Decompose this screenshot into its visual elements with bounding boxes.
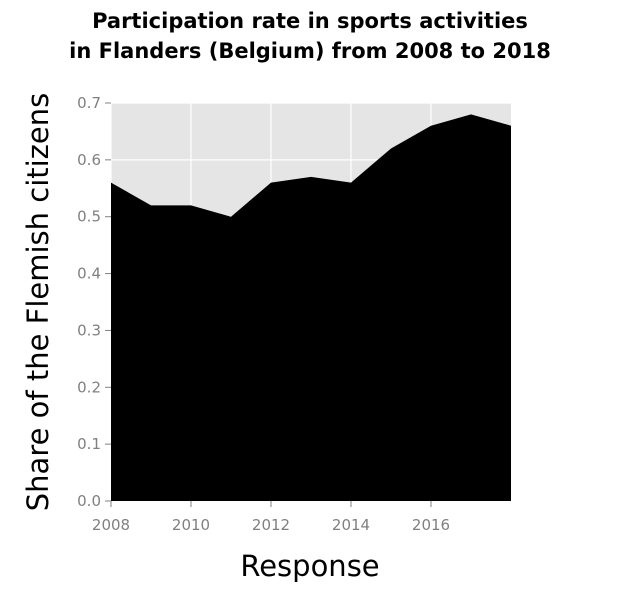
y-tick-label: 0.6 [77,151,101,169]
y-tick-label: 0.5 [77,208,101,226]
x-axis: 2008 2010 2012 2014 2016 [92,501,450,534]
x-tick-label: 2016 [412,516,450,534]
y-tick-label: 0.4 [77,265,101,283]
x-axis-title: Response [240,549,379,583]
x-tick-label: 2008 [92,516,130,534]
x-tick-label: 2010 [172,516,210,534]
chart-title-line-1: Participation rate in sports activities [92,9,528,33]
y-tick-label: 0.3 [77,321,101,339]
y-axis-title: Share of the Flemish citizens [21,93,55,511]
x-tick-label: 2014 [332,516,370,534]
chart-title: Participation rate in sports activities … [0,6,620,66]
y-tick-label: 0.2 [77,378,101,396]
y-tick-label: 0.0 [77,492,101,510]
x-tick-label: 2012 [252,516,290,534]
y-tick-label: 0.7 [77,94,101,112]
area-series [111,114,511,501]
chart-title-line-2: in Flanders (Belgium) from 2008 to 2018 [69,39,551,63]
y-axis: 0.0 0.1 0.2 0.3 0.4 0.5 0.6 0.7 [77,94,111,510]
y-tick-label: 0.1 [77,435,101,453]
